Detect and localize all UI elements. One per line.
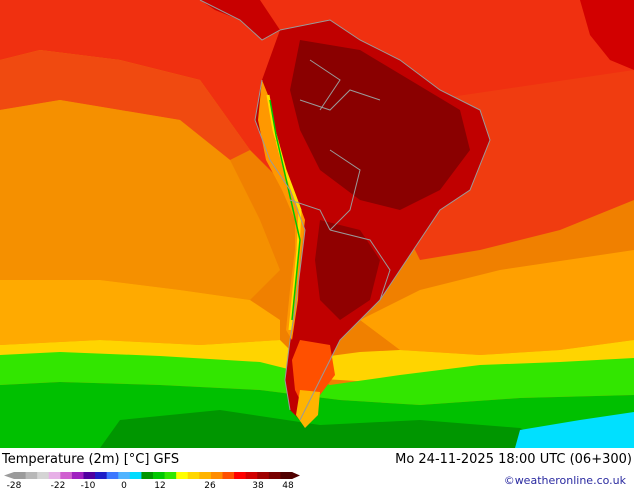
country-borders (199, 0, 491, 421)
legend-swatch (257, 472, 270, 479)
pacific-mild (0, 280, 280, 345)
legend-swatch (222, 472, 235, 479)
legend-swatch (25, 472, 38, 479)
legend-tick-label: -22 (51, 481, 66, 490)
legend-tick-label: 48 (282, 481, 294, 490)
pacific-warm-tongue (0, 100, 280, 300)
legend-swatch (187, 472, 200, 479)
legend-tick-label: 12 (154, 481, 165, 490)
legend-swatch (141, 472, 154, 479)
southern-cyan-patch (515, 412, 634, 448)
legend-ticks: -28 -22 -10 0 12 26 38 48 (7, 481, 294, 490)
legend-swatch (199, 472, 212, 479)
amazon-hot-core (290, 40, 470, 210)
legend-swatch (210, 472, 223, 479)
legend-swatch (83, 472, 96, 479)
atlantic-mild (360, 250, 634, 355)
southern-dark-green (100, 410, 560, 448)
andes-green-line (269, 99, 301, 321)
legend-swatch (245, 472, 258, 479)
legend-swatch (14, 472, 27, 479)
legend-high-arrow (292, 472, 300, 479)
north-ocean-warm (0, 50, 250, 160)
legend-tick-label: -28 (7, 481, 22, 490)
andes-cool-strip (258, 80, 305, 340)
map-title: Temperature (2m) [°C] GFS (2, 452, 180, 467)
legend-tick-label: 26 (204, 481, 216, 490)
legend-swatch (129, 472, 142, 479)
legend-swatch (164, 472, 177, 479)
gran-chaco-hot (315, 220, 380, 320)
andes-yellow-line (266, 94, 302, 331)
africa-corner (580, 0, 634, 70)
legend-swatch (106, 472, 119, 479)
patagonia-tip (296, 390, 320, 428)
southern-light-green (0, 352, 634, 405)
legend-swatch (118, 472, 131, 479)
map-datetime: Mo 24-11-2025 18:00 UTC (06+300) (395, 452, 632, 467)
legend-tick-label: 0 (121, 481, 127, 490)
legend-swatch (268, 472, 281, 479)
legend-swatch (48, 472, 61, 479)
legend-swatch (60, 472, 73, 479)
legend-swatches (4, 472, 300, 479)
brand-credit: ©weatheronline.co.uk (503, 474, 626, 487)
legend-swatch (153, 472, 166, 479)
color-legend: -28 -22 -10 0 12 26 38 48 (4, 472, 300, 490)
legend-swatch (176, 472, 189, 479)
legend-swatch (280, 472, 293, 479)
map-footer: Temperature (2m) [°C] GFS Mo 24-11-2025 … (0, 448, 634, 490)
temperature-map (0, 0, 634, 448)
legend-swatch (95, 472, 108, 479)
legend-swatch (71, 472, 84, 479)
legend-swatch (37, 472, 50, 479)
legend-swatch (234, 472, 247, 479)
legend-tick-label: 38 (252, 481, 264, 490)
legend-tick-label: -10 (81, 481, 96, 490)
legend-low-arrow (4, 472, 14, 479)
